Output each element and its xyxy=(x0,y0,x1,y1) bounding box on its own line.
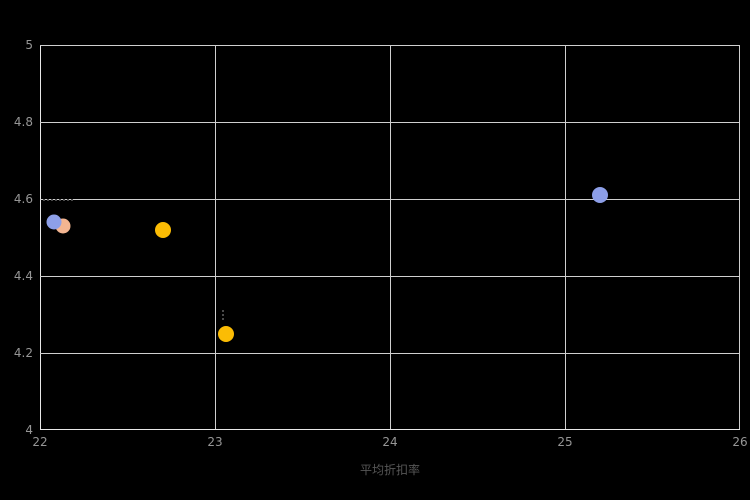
gridline-y-5 xyxy=(40,45,740,46)
x-axis-title: 平均折扣率 xyxy=(359,463,420,477)
plot-area xyxy=(40,45,740,430)
x-tick-label-26: 26 xyxy=(732,435,748,449)
gridline-x-25 xyxy=(565,45,566,430)
y-tick-label-5: 5 xyxy=(25,38,33,52)
x-tick-label-22: 22 xyxy=(32,435,48,449)
gridline-x-26 xyxy=(739,45,740,430)
y-axis-line xyxy=(40,45,41,430)
scatter-point-yellow xyxy=(154,221,171,238)
x-tick-label-24: 24 xyxy=(382,435,398,449)
scatter-point-blue xyxy=(46,214,62,230)
gridline-y-4.2 xyxy=(40,353,740,354)
scatter-point-blue xyxy=(592,187,608,204)
faint-annotation-mark xyxy=(222,309,224,320)
faint-annotation-mark xyxy=(42,199,73,201)
gridline-y-4.8 xyxy=(40,122,740,123)
x-axis-line xyxy=(40,429,740,430)
y-tick-label-4.8: 4.8 xyxy=(13,115,33,129)
y-tick-label-4.4: 4.4 xyxy=(13,269,33,283)
y-tick-label-4.6: 4.6 xyxy=(13,192,33,206)
y-tick-label-4.2: 4.2 xyxy=(13,346,33,360)
y-tick-label-4: 4 xyxy=(25,423,33,437)
gridline-y-4.4 xyxy=(40,276,740,277)
x-tick-label-25: 25 xyxy=(557,435,573,449)
gridline-x-24 xyxy=(390,45,391,430)
gridline-x-23 xyxy=(215,45,216,430)
x-tick-label-23: 23 xyxy=(207,435,223,449)
scatter-point-yellow xyxy=(217,325,234,342)
gridline-y-4.6 xyxy=(40,199,740,200)
